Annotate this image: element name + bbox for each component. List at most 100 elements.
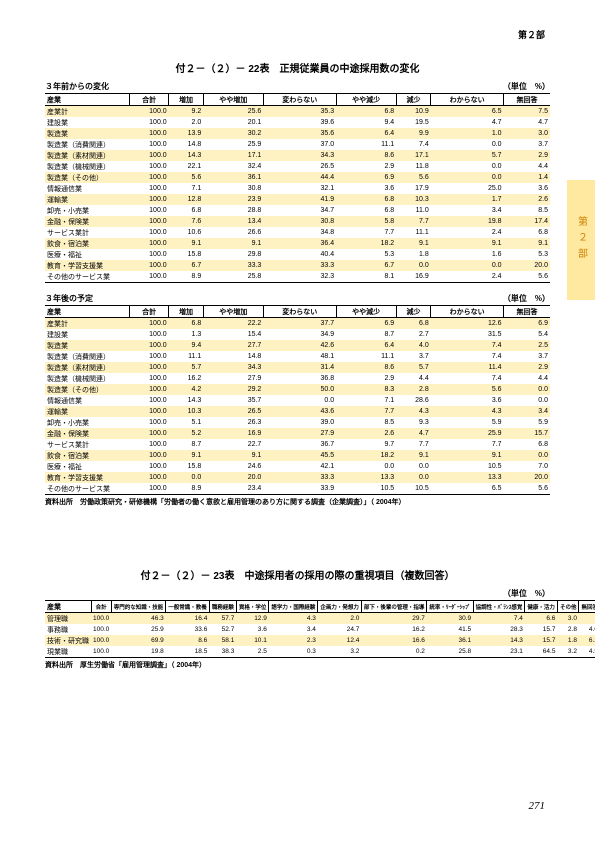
table-cell: 9.9 bbox=[396, 128, 431, 139]
table-cell: 9.1 bbox=[396, 450, 431, 461]
table2-container: 産業合計専門的な知識・技能一般常識・教養職務経験資格・学位語学力・国際経験企画力… bbox=[45, 600, 550, 658]
table-cell: 製造業（素材関連） bbox=[45, 362, 130, 373]
table-cell: 15.7 bbox=[525, 624, 558, 635]
table-cell: 18.2 bbox=[336, 238, 396, 249]
table-cell: 8.6 bbox=[336, 362, 396, 373]
table-cell: 教育・学習支援業 bbox=[45, 472, 130, 483]
table-cell: サービス業計 bbox=[45, 227, 130, 238]
table-cell: 3.6 bbox=[504, 183, 550, 194]
table-cell: 0.0 bbox=[396, 472, 431, 483]
table2-col-header: 語学力・国際経験 bbox=[269, 601, 318, 613]
table-cell: 9.2 bbox=[169, 106, 204, 118]
table-cell: 7.1 bbox=[336, 395, 396, 406]
table-cell: 25.9 bbox=[111, 624, 166, 635]
table-cell: 製造業（消費関連） bbox=[45, 351, 130, 362]
table-cell: 25.8 bbox=[427, 646, 473, 658]
table-cell: 9.3 bbox=[396, 417, 431, 428]
page-number: 271 bbox=[529, 800, 546, 812]
table-cell: 情報通信業 bbox=[45, 395, 130, 406]
table-cell: 5.6 bbox=[431, 384, 504, 395]
table2-title: 付２－（２）－ 23表 中途採用者の採用の際の重視項目（複数回答） bbox=[45, 567, 550, 582]
table-cell: 32.3 bbox=[263, 271, 336, 283]
table2-col-header: 一般常識・教養 bbox=[166, 601, 210, 613]
table-cell: 16.9 bbox=[203, 428, 263, 439]
table-cell: 100.0 bbox=[130, 216, 169, 227]
table-cell: 2.0 bbox=[169, 117, 204, 128]
table-cell: 69.9 bbox=[111, 635, 166, 646]
table-cell: 11.8 bbox=[396, 161, 431, 172]
table-cell: 5.1 bbox=[169, 417, 204, 428]
table-cell: 10.9 bbox=[396, 106, 431, 118]
table-cell: 0.2 bbox=[361, 646, 427, 658]
table-cell: 25.9 bbox=[203, 139, 263, 150]
table-row: 製造業（その他）100.04.229.250.08.32.85.60.0 bbox=[45, 384, 550, 395]
table-cell: 9.7 bbox=[336, 439, 396, 450]
table-cell: 100.0 bbox=[130, 450, 169, 461]
table-cell: 52.7 bbox=[209, 624, 236, 635]
table-cell: 12.4 bbox=[318, 635, 362, 646]
table-cell: 9.1 bbox=[169, 238, 204, 249]
table-row: 建設業100.01.315.434.98.72.731.55.4 bbox=[45, 329, 550, 340]
table1-col-header: やや増加 bbox=[203, 306, 263, 318]
table-row: 製造業100.013.930.235.66.49.91.03.0 bbox=[45, 128, 550, 139]
table-cell: 2.3 bbox=[269, 635, 318, 646]
table-cell: 14.3 bbox=[169, 395, 204, 406]
table-cell: 100.0 bbox=[130, 183, 169, 194]
table-row: その他のサービス業100.08.925.832.38.116.92.45.6 bbox=[45, 271, 550, 283]
table-cell: 0.0 bbox=[431, 139, 504, 150]
table-cell: 6.8 bbox=[336, 205, 396, 216]
table-row: 医療・福祉100.015.824.642.10.00.010.57.0 bbox=[45, 461, 550, 472]
table2-col-header: 専門的な知識・技能 bbox=[111, 601, 166, 613]
table-cell: 19.8 bbox=[431, 216, 504, 227]
table-cell: 7.5 bbox=[504, 106, 550, 118]
table-cell: 0.0 bbox=[336, 461, 396, 472]
table-cell: 3.7 bbox=[504, 139, 550, 150]
table2-col-header: 合計 bbox=[91, 601, 111, 613]
table-row: 金融・保険業100.05.216.927.92.64.725.915.7 bbox=[45, 428, 550, 439]
table-cell: 0.0 bbox=[396, 260, 431, 271]
table-cell: 100.0 bbox=[130, 351, 169, 362]
table-cell: 9.1 bbox=[169, 450, 204, 461]
table-row: 製造業（素材関連）100.05.734.331.48.65.711.42.9 bbox=[45, 362, 550, 373]
table-cell: 10.6 bbox=[169, 227, 204, 238]
table-cell: 33.3 bbox=[203, 260, 263, 271]
table-cell: 0.0 bbox=[396, 461, 431, 472]
table-cell: 1.0 bbox=[431, 128, 504, 139]
table-cell: 43.6 bbox=[263, 406, 336, 417]
table1-col-header: 減少 bbox=[396, 306, 431, 318]
table-cell: 5.9 bbox=[504, 417, 550, 428]
table-cell: 7.1 bbox=[169, 183, 204, 194]
table1-col-header: 産業 bbox=[45, 94, 130, 106]
table-cell: 29.7 bbox=[361, 613, 427, 625]
table-cell: 飲食・宿泊業 bbox=[45, 238, 130, 249]
table-cell: 6.7 bbox=[336, 260, 396, 271]
table-cell: 33.3 bbox=[263, 260, 336, 271]
table-cell: 38.3 bbox=[209, 646, 236, 658]
table-cell: 情報通信業 bbox=[45, 183, 130, 194]
table-cell: 1.3 bbox=[169, 329, 204, 340]
table-cell: サービス業計 bbox=[45, 439, 130, 450]
table-cell: 6.3 bbox=[579, 635, 595, 646]
table-cell: 100.0 bbox=[130, 106, 169, 118]
table-cell: 3.6 bbox=[336, 183, 396, 194]
table-cell: 3.4 bbox=[269, 624, 318, 635]
table-cell: 9.1 bbox=[203, 238, 263, 249]
table-cell: 13.3 bbox=[336, 472, 396, 483]
table-cell: 39.0 bbox=[263, 417, 336, 428]
table-cell: 22.2 bbox=[203, 318, 263, 330]
table-cell: 運輸業 bbox=[45, 406, 130, 417]
table-cell: 58.1 bbox=[209, 635, 236, 646]
table-cell: 5.7 bbox=[396, 362, 431, 373]
table-cell: 33.6 bbox=[166, 624, 210, 635]
table-cell: 1.6 bbox=[431, 249, 504, 260]
table-cell: 5.6 bbox=[504, 271, 550, 283]
table-cell: 5.3 bbox=[336, 249, 396, 260]
table-cell: 2.8 bbox=[557, 624, 579, 635]
table-cell: 医療・福祉 bbox=[45, 461, 130, 472]
table-cell: 2.5 bbox=[504, 340, 550, 351]
table-cell: 7.4 bbox=[431, 373, 504, 384]
table-cell: 7.6 bbox=[169, 216, 204, 227]
table-cell: その他のサービス業 bbox=[45, 483, 130, 495]
table-cell: 26.3 bbox=[203, 417, 263, 428]
table-cell: 0.0 bbox=[431, 172, 504, 183]
